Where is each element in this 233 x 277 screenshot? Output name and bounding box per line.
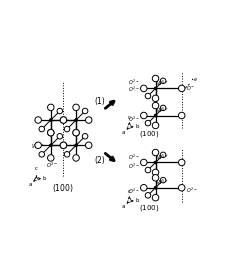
Text: c: c: [128, 116, 131, 120]
Circle shape: [57, 108, 63, 114]
Circle shape: [48, 129, 54, 136]
Circle shape: [57, 134, 63, 139]
Circle shape: [82, 108, 88, 114]
Circle shape: [73, 104, 79, 111]
Text: $O^{2-}$: $O^{2-}$: [46, 160, 59, 170]
Circle shape: [48, 155, 54, 161]
Circle shape: [152, 75, 159, 82]
Circle shape: [154, 186, 157, 189]
Text: $O^{2-}$: $O^{2-}$: [128, 115, 140, 124]
Circle shape: [140, 112, 147, 119]
Circle shape: [152, 169, 159, 176]
Text: b: b: [135, 198, 139, 203]
Circle shape: [48, 129, 54, 136]
Text: a: a: [28, 182, 32, 187]
Circle shape: [75, 144, 78, 147]
Circle shape: [160, 152, 166, 158]
Circle shape: [145, 93, 151, 99]
Text: $O^{2-}$: $O^{2-}$: [128, 78, 140, 87]
Circle shape: [39, 126, 45, 132]
Circle shape: [140, 184, 147, 191]
Circle shape: [64, 126, 70, 132]
Circle shape: [152, 149, 159, 156]
Circle shape: [152, 122, 159, 129]
Circle shape: [152, 194, 159, 201]
Circle shape: [49, 144, 52, 147]
Text: $O^{-}$: $O^{-}$: [185, 84, 194, 93]
Text: $(100)$: $(100)$: [52, 182, 74, 194]
Circle shape: [75, 119, 78, 122]
Text: $W^{5+}$: $W^{5+}$: [156, 106, 169, 115]
Text: $W^{6+}$: $W^{6+}$: [31, 142, 45, 152]
Text: $(100)$: $(100)$: [139, 129, 159, 139]
Text: c: c: [35, 166, 38, 171]
Circle shape: [152, 95, 159, 102]
Circle shape: [60, 142, 67, 148]
Text: $W^{5+}$: $W^{5+}$: [156, 79, 169, 88]
Circle shape: [154, 114, 157, 117]
Text: b: b: [135, 124, 139, 129]
Circle shape: [73, 129, 79, 136]
Circle shape: [178, 112, 185, 119]
Circle shape: [152, 175, 159, 181]
Circle shape: [60, 117, 67, 123]
Circle shape: [178, 85, 185, 92]
Text: $O^{2-}$: $O^{2-}$: [128, 85, 140, 94]
Circle shape: [73, 155, 79, 161]
Circle shape: [86, 142, 92, 148]
Circle shape: [152, 102, 159, 109]
Circle shape: [86, 117, 92, 123]
Text: a: a: [122, 130, 125, 135]
Text: $O^{2-}$: $O^{2-}$: [128, 153, 140, 162]
Text: $(100)$: $(100)$: [139, 203, 159, 214]
Circle shape: [154, 161, 157, 164]
Text: c: c: [128, 189, 131, 194]
Text: $O^{2-}$: $O^{2-}$: [185, 186, 197, 195]
Text: $O^{2-}$: $O^{2-}$: [128, 162, 140, 171]
Text: $W^{5+}$: $W^{5+}$: [156, 178, 169, 187]
Text: $O^{2-}$: $O^{2-}$: [128, 187, 140, 196]
Text: b: b: [43, 176, 46, 181]
Text: $\bullet e$: $\bullet e$: [190, 76, 198, 83]
Text: (2): (2): [94, 156, 105, 165]
Circle shape: [140, 159, 147, 166]
Circle shape: [178, 184, 185, 191]
Circle shape: [48, 104, 54, 111]
Circle shape: [49, 119, 52, 122]
Circle shape: [60, 142, 67, 148]
Circle shape: [160, 78, 166, 84]
Circle shape: [145, 167, 151, 173]
Circle shape: [64, 152, 70, 157]
Circle shape: [160, 105, 166, 111]
Circle shape: [140, 85, 147, 92]
Text: (1): (1): [94, 98, 105, 106]
Circle shape: [82, 134, 88, 139]
Circle shape: [145, 120, 151, 126]
Circle shape: [73, 129, 79, 136]
Circle shape: [160, 177, 166, 183]
Circle shape: [154, 87, 157, 90]
Circle shape: [145, 193, 151, 198]
Circle shape: [39, 152, 45, 157]
Text: $W^{5+}$: $W^{5+}$: [156, 153, 169, 162]
Text: a: a: [122, 204, 125, 209]
Circle shape: [35, 117, 41, 123]
Circle shape: [60, 117, 67, 123]
Circle shape: [35, 142, 41, 148]
Circle shape: [178, 159, 185, 166]
